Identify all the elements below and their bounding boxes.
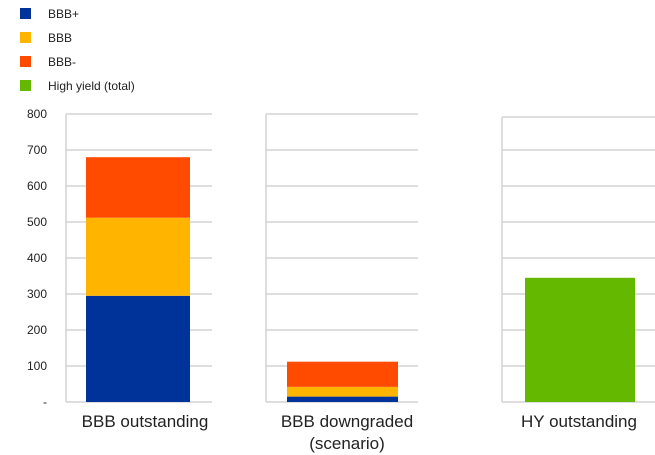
bars [86, 157, 635, 402]
bar-segment [287, 361, 398, 387]
y-axis: - 100 200 300 400 500 600 700 800 [27, 107, 47, 409]
legend-label: High yield (total) [48, 79, 135, 93]
y-tick-label: 500 [27, 215, 47, 229]
legend-swatch [20, 80, 31, 91]
y-tick-label: 400 [27, 251, 47, 265]
y-tick-label: 600 [27, 179, 47, 193]
bar-segment [525, 277, 635, 402]
legend-label: BBB- [48, 55, 76, 69]
y-tick-label: 800 [27, 107, 47, 121]
category-label: BBB outstanding [82, 412, 209, 431]
legend: BBB+ BBB BBB- High yield (total) [20, 7, 135, 93]
y-tick-label: 200 [27, 323, 47, 337]
legend-swatch [20, 56, 31, 67]
bar-segment [287, 386, 398, 397]
category-label: HY outstanding [521, 412, 637, 431]
y-tick-label: - [43, 395, 47, 409]
legend-label: BBB [48, 31, 72, 45]
bar-segment [287, 396, 398, 402]
bar-segment [86, 295, 190, 402]
y-tick-label: 300 [27, 287, 47, 301]
y-tick-label: 100 [27, 359, 47, 373]
legend-swatch [20, 32, 31, 43]
bar-segment [86, 217, 190, 296]
legend-swatch [20, 8, 31, 19]
category-labels: BBB outstanding BBB downgraded (scenario) H… [82, 412, 637, 453]
legend-label: BBB+ [48, 7, 79, 21]
y-tick-label: 700 [27, 143, 47, 157]
category-label: BBB downgraded (scenario) [281, 412, 413, 453]
bar-segment [86, 157, 190, 218]
